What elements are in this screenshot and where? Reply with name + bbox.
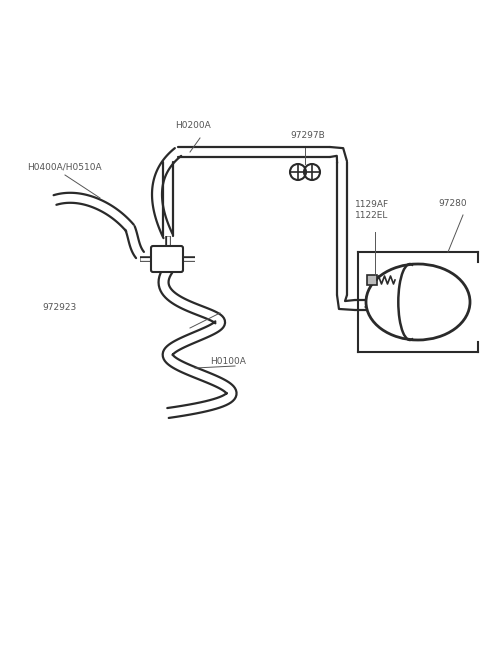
Text: H0400A/H0510A: H0400A/H0510A — [27, 163, 102, 172]
Polygon shape — [330, 147, 347, 163]
Circle shape — [304, 164, 320, 180]
Polygon shape — [355, 300, 395, 310]
Polygon shape — [54, 193, 134, 231]
Polygon shape — [178, 147, 330, 157]
Ellipse shape — [366, 264, 470, 340]
Bar — [367, 275, 377, 285]
Polygon shape — [337, 162, 347, 295]
Polygon shape — [125, 226, 144, 258]
Polygon shape — [365, 297, 396, 310]
Polygon shape — [152, 148, 181, 238]
Text: 97280: 97280 — [438, 199, 467, 208]
Text: 972923: 972923 — [42, 303, 76, 312]
Polygon shape — [337, 295, 355, 310]
Text: 1129AF
1122EL: 1129AF 1122EL — [355, 200, 389, 220]
Circle shape — [290, 164, 306, 180]
Text: H0100A: H0100A — [210, 357, 246, 366]
Text: H0200A: H0200A — [175, 121, 211, 130]
Text: 97297B: 97297B — [290, 131, 325, 140]
FancyBboxPatch shape — [151, 246, 183, 272]
Polygon shape — [163, 162, 173, 236]
Polygon shape — [158, 267, 237, 418]
